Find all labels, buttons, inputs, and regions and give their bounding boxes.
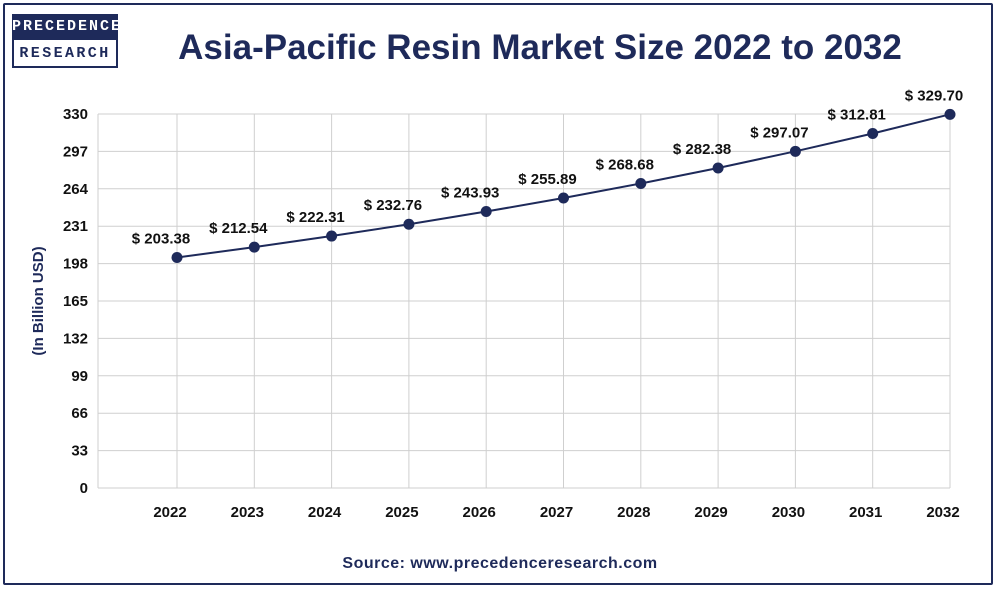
x-tick-label: 2032 — [926, 504, 959, 521]
logo-line-2: RESEARCH — [12, 40, 118, 68]
x-tick-label: 2025 — [385, 504, 418, 521]
data-point — [403, 218, 415, 230]
x-tick-label: 2028 — [617, 504, 650, 521]
x-tick-label: 2031 — [849, 504, 882, 521]
x-tick-label: 2023 — [231, 504, 264, 521]
data-label: $ 282.38 — [673, 141, 731, 158]
data-point — [326, 230, 338, 242]
data-point — [712, 162, 724, 174]
x-tick-label: 2030 — [772, 504, 805, 521]
data-label: $ 329.70 — [905, 87, 963, 104]
data-label: $ 297.07 — [750, 124, 808, 141]
source-note: Source: www.precedenceresearch.com — [342, 555, 658, 572]
data-point — [867, 127, 879, 139]
data-point — [635, 177, 647, 189]
data-label: $ 268.68 — [596, 156, 654, 173]
data-label: $ 212.54 — [209, 220, 268, 237]
data-point — [944, 108, 956, 120]
x-tick-label: 2024 — [308, 504, 342, 521]
x-tick-label: 2026 — [463, 504, 496, 521]
data-label: $ 203.38 — [132, 231, 190, 248]
y-tick-label: 66 — [71, 405, 88, 422]
data-label: $ 243.93 — [441, 185, 499, 202]
logo-line-1: PRECEDENCE — [12, 14, 120, 40]
y-tick-label: 297 — [63, 143, 88, 160]
data-point — [480, 206, 492, 218]
brand-logo: PRECEDENCE RESEARCH — [12, 14, 120, 72]
y-tick-label: 198 — [63, 256, 88, 273]
y-tick-label: 132 — [63, 330, 88, 347]
data-point — [789, 145, 801, 157]
data-point — [248, 241, 260, 253]
y-axis-label: (In Billion USD) — [30, 246, 47, 355]
data-label: $ 222.31 — [286, 209, 344, 226]
x-tick-label: 2022 — [153, 504, 186, 521]
chart-title: Asia-Pacific Resin Market Size 2022 to 2… — [178, 28, 902, 67]
y-tick-label: 330 — [63, 106, 88, 123]
data-point — [171, 252, 183, 264]
data-label: $ 232.76 — [364, 197, 422, 214]
x-tick-label: 2029 — [694, 504, 727, 521]
y-tick-label: 231 — [63, 218, 88, 235]
y-tick-label: 99 — [71, 368, 88, 385]
chart-frame — [3, 3, 993, 585]
data-point — [558, 192, 569, 204]
data-label: $ 312.81 — [828, 106, 886, 123]
y-tick-label: 264 — [63, 181, 89, 198]
x-tick-label: 2027 — [540, 504, 573, 521]
y-tick-label: 33 — [71, 443, 88, 460]
y-tick-label: 165 — [63, 293, 88, 310]
data-label: $ 255.89 — [518, 171, 576, 188]
y-tick-label: 0 — [80, 480, 88, 497]
